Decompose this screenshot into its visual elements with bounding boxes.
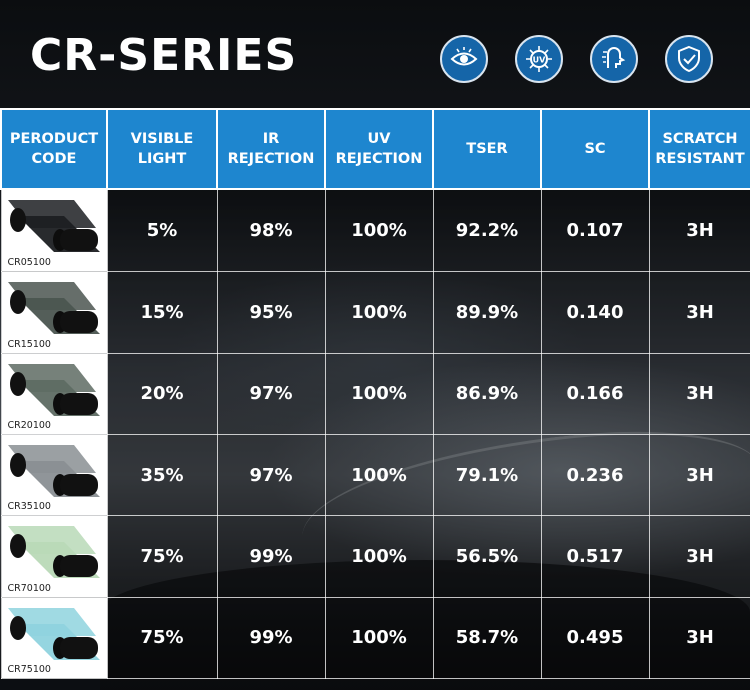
- tser-cell: 56.5%: [432, 515, 542, 598]
- tser-cell: 58.7%: [432, 596, 542, 680]
- product-code-label: CR75100: [7, 664, 51, 675]
- ir-rejection-cell: 97%: [216, 434, 326, 517]
- product-cell: CR20100: [0, 352, 108, 436]
- product-cell: CR15100: [0, 271, 108, 354]
- visible-light-cell: 75%: [106, 515, 218, 598]
- sc-cell: 0.236: [540, 434, 650, 517]
- visible-light-cell: 5%: [106, 188, 218, 273]
- ir-rejection-cell: 99%: [216, 515, 326, 598]
- product-code-label: CR35100: [7, 501, 51, 513]
- film-roll-image: [7, 282, 100, 335]
- product-cell: CR35100: [0, 434, 108, 517]
- shield-icon: [665, 35, 713, 83]
- ir-rejection-cell: 95%: [216, 271, 326, 354]
- visible-light-cell: 35%: [106, 434, 218, 517]
- uv-rejection-cell: 100%: [324, 188, 434, 273]
- tser-cell: 89.9%: [432, 271, 542, 354]
- scratch-resistant-cell: 3H: [648, 596, 750, 680]
- film-roll-image: [7, 526, 100, 579]
- ir-rejection-cell: 98%: [216, 188, 326, 273]
- uv-icon: UV: [515, 35, 563, 83]
- tser-cell: 79.1%: [432, 434, 542, 517]
- table-row: CR20100 20% 97% 100% 86.9% 0.166 3H: [0, 352, 750, 436]
- uv-rejection-cell: 100%: [324, 352, 434, 436]
- sc-cell: 0.517: [540, 515, 650, 598]
- table-row: CR70100 75% 99% 100% 56.5% 0.517 3H: [0, 515, 750, 598]
- film-roll-image: [7, 363, 100, 416]
- uv-rejection-cell: 100%: [324, 434, 434, 517]
- ir-rejection-cell: 99%: [216, 596, 326, 680]
- eye-icon: [440, 35, 488, 83]
- visible-light-cell: 15%: [106, 271, 218, 354]
- film-roll-image: [7, 607, 100, 660]
- product-code-label: CR05100: [7, 257, 51, 269]
- col-ir-rejection: IR REJECTION: [216, 108, 326, 190]
- table-row: CR15100 15% 95% 100% 89.9% 0.140 3H: [0, 271, 750, 354]
- ir-rejection-cell: 97%: [216, 352, 326, 436]
- scratch-resistant-cell: 3H: [648, 434, 750, 517]
- uv-rejection-cell: 100%: [324, 271, 434, 354]
- col-product-code: PERODUCT CODE: [0, 108, 108, 190]
- col-tser: TSER: [432, 108, 542, 190]
- sc-cell: 0.107: [540, 188, 650, 273]
- table-row: CR05100 5% 98% 100% 92.2% 0.107 3H: [0, 188, 750, 273]
- page-title: CR-SERIES: [30, 30, 298, 81]
- product-code-label: CR70100: [7, 582, 51, 594]
- product-cell: CR75100: [0, 596, 108, 680]
- visible-light-cell: 75%: [106, 596, 218, 680]
- uv-rejection-cell: 100%: [324, 515, 434, 598]
- svg-text:UV: UV: [533, 56, 546, 65]
- product-code-label: CR15100: [7, 338, 51, 350]
- col-scratch-resistant: SCRATCH RESISTANT: [648, 108, 750, 190]
- product-code-label: CR20100: [7, 420, 51, 432]
- tser-cell: 86.9%: [432, 352, 542, 436]
- table-row: CR35100 35% 97% 100% 79.1% 0.236 3H: [0, 434, 750, 517]
- visible-light-cell: 20%: [106, 352, 218, 436]
- product-cell: CR70100: [0, 515, 108, 598]
- scratch-resistant-cell: 3H: [648, 271, 750, 354]
- film-roll-image: [7, 200, 100, 252]
- feature-icons: UV: [440, 35, 713, 83]
- sc-cell: 0.495: [540, 596, 650, 680]
- scratch-resistant-cell: 3H: [648, 188, 750, 273]
- product-cell: CR05100: [0, 188, 108, 273]
- film-roll-image: [7, 445, 100, 498]
- header-row: PERODUCT CODE VISIBLE LIGHT IR REJECTION…: [0, 108, 750, 190]
- spec-table: PERODUCT CODE VISIBLE LIGHT IR REJECTION…: [0, 108, 750, 680]
- sc-cell: 0.140: [540, 271, 650, 354]
- sc-cell: 0.166: [540, 352, 650, 436]
- col-visible-light: VISIBLE LIGHT: [106, 108, 218, 190]
- scratch-resistant-cell: 3H: [648, 515, 750, 598]
- uv-rejection-cell: 100%: [324, 596, 434, 680]
- col-sc: SC: [540, 108, 650, 190]
- tser-cell: 92.2%: [432, 188, 542, 273]
- table-row: CR75100 75% 99% 100% 58.7% 0.495 3H: [0, 596, 750, 680]
- col-uv-rejection: UV REJECTION: [324, 108, 434, 190]
- heat-icon: [590, 35, 638, 83]
- scratch-resistant-cell: 3H: [648, 352, 750, 436]
